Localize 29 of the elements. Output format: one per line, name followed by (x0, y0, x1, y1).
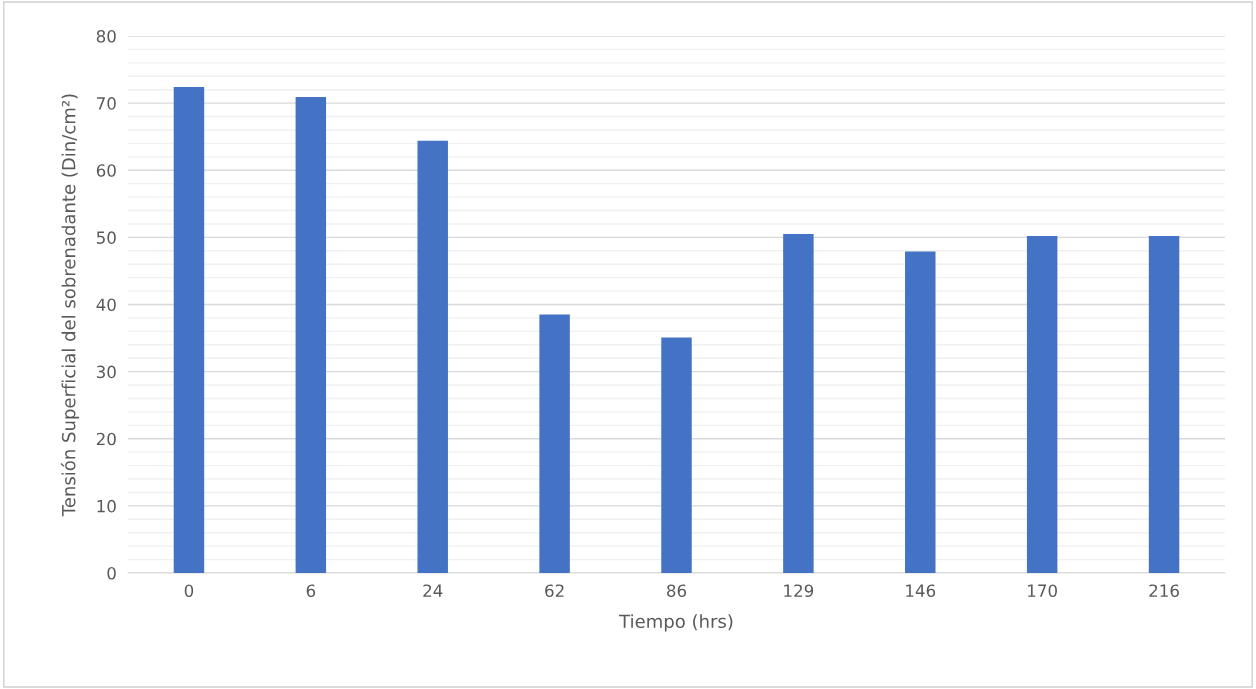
y-tick-label: 50 (96, 231, 116, 244)
bar (417, 140, 448, 573)
y-tick-label: 0 (107, 566, 116, 580)
x-axis-title: Tiempo (hrs) (619, 614, 733, 632)
x-tick-label: 6 (306, 584, 316, 598)
bar (661, 337, 692, 573)
x-tick-label: 86 (667, 584, 687, 598)
x-tick-label: 0 (184, 584, 194, 598)
y-tick-label: 30 (96, 365, 116, 379)
y-tick-label: 20 (96, 432, 116, 446)
bar (783, 234, 814, 573)
bar (905, 251, 936, 573)
x-tick-label: 62 (545, 584, 564, 598)
y-tick-label: 80 (96, 29, 116, 43)
y-tick-label: 70 (97, 97, 116, 110)
bar (539, 314, 570, 573)
y-tick-label: 10 (97, 499, 116, 513)
y-tick-label: 40 (96, 298, 116, 312)
bar (1148, 236, 1180, 573)
bar (173, 87, 205, 573)
bar (1026, 236, 1058, 573)
x-tick-label: 24 (423, 584, 443, 597)
x-tick-label: 129 (784, 584, 814, 598)
x-tick-label: 216 (1149, 584, 1179, 598)
y-axis-title: Tensión Superficial del sobrenadante (Din/cm²) (60, 94, 80, 517)
bar (295, 97, 327, 573)
x-tick-label: 170 (1028, 584, 1057, 598)
x-tick-label: 146 (906, 584, 936, 598)
y-tick-label: 60 (96, 164, 116, 177)
